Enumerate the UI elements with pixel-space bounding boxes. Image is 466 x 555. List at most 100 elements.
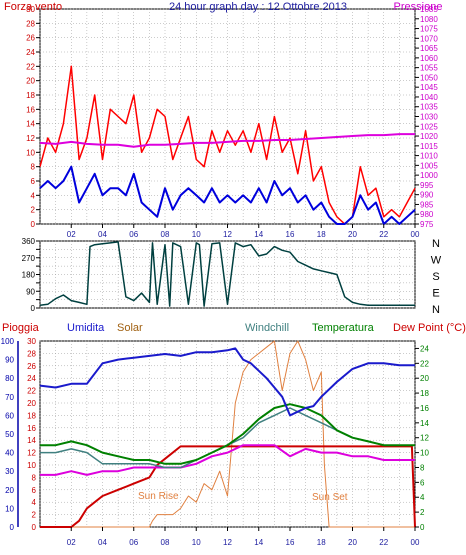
y-tick-label-rain: 6 (32, 486, 37, 495)
y-tick-label-rain: 26 (27, 362, 36, 371)
climate-panel-grid (39, 340, 416, 528)
temperature-label: Temperatura (312, 322, 375, 334)
y-tick-label-temperature: 18 (420, 389, 429, 398)
rain-series (40, 445, 416, 528)
wind-average-series (39, 165, 416, 225)
y-tick-label-temperature: 2 (420, 508, 425, 517)
x-tick-label: 12 (223, 538, 232, 547)
sunrise-annotation: Sun Rise (138, 491, 179, 502)
x-tick-label: 14 (254, 538, 263, 547)
rain-label: Pioggia (2, 322, 40, 334)
compass-label: N (432, 238, 440, 250)
y-tick-label-left: 2 (31, 206, 36, 215)
direction-panel-axes: 0 90 180 270 360 (22, 237, 40, 313)
y-tick-label-right: 1055 (420, 64, 438, 73)
y-tick-label-left: 12 (26, 134, 35, 143)
y-tick-label-right: 980 (420, 210, 434, 219)
y-tick-label-right: 1015 (420, 142, 438, 151)
y-tick-label-rain: 8 (32, 473, 37, 482)
y-tick-label-rain: 22 (27, 387, 36, 396)
y-tick-label-rain: 12 (27, 449, 36, 458)
windchill-label: Windchill (245, 322, 289, 334)
x-tick-label: 12 (223, 230, 232, 239)
solar-label: Solar (117, 322, 143, 334)
y-tick-label-left: 22 (26, 62, 35, 71)
y-tick-label-rain: 0 (32, 523, 37, 532)
y-tick-label-left: 14 (26, 120, 35, 129)
y-tick-label-right: 985 (420, 200, 434, 209)
y-tick-label-left: 28 (26, 19, 35, 28)
y-tick-label-left: 16 (26, 105, 35, 114)
y-tick-label-right: 1025 (420, 122, 438, 131)
y-tick-label-temperature: 16 (420, 404, 429, 413)
y-tick-label-rain: 4 (32, 498, 37, 507)
x-tick-label: 16 (286, 538, 295, 547)
y-tick-label-right: 1030 (420, 113, 438, 122)
y-tick-label-humidity: 10 (5, 504, 14, 513)
x-tick-label: 20 (348, 538, 357, 547)
y-tick-label-direction: 360 (22, 237, 36, 246)
y-tick-label-rain: 2 (32, 511, 37, 520)
y-tick-label-right: 995 (420, 181, 434, 190)
y-tick-label-direction: 0 (31, 304, 36, 313)
y-tick-label-left: 18 (26, 91, 35, 100)
y-tick-label-rain: 30 (27, 337, 36, 346)
pressure-series (39, 133, 415, 148)
y-tick-label-left: 30 (26, 5, 35, 14)
x-tick-label: 22 (379, 230, 388, 239)
dewpoint-label: Dew Point (°C) (393, 322, 466, 334)
compass-label: S (432, 271, 439, 283)
y-tick-label-right: 1035 (420, 103, 438, 112)
x-tick-label: 00 (411, 230, 420, 239)
x-tick-label: 06 (129, 230, 138, 239)
compass-label: E (432, 288, 439, 300)
y-tick-label-right: 1085 (420, 5, 438, 14)
climate-panel-series (39, 340, 416, 528)
y-tick-label-rain: 28 (27, 349, 36, 358)
x-tick-label: 16 (286, 230, 295, 239)
y-tick-label-direction: 180 (22, 271, 36, 280)
y-tick-label-direction: 90 (26, 287, 35, 296)
y-tick-label-rain: 20 (27, 399, 36, 408)
y-tick-label-temperature: 24 (420, 344, 429, 353)
y-tick-label-humidity: 30 (5, 467, 14, 476)
y-tick-label-right: 1065 (420, 44, 438, 53)
x-tick-label: 02 (67, 538, 76, 547)
x-tick-label: 04 (98, 230, 107, 239)
humidity-label: Umidita (67, 322, 105, 334)
x-tick-label: 18 (317, 230, 326, 239)
wind-panel-axes: 0246810121416182022242628309759809859909… (26, 5, 438, 229)
y-tick-label-temperature: 14 (420, 419, 429, 428)
y-tick-label-humidity: 60 (5, 411, 14, 420)
y-tick-label-temperature: 20 (420, 374, 429, 383)
y-tick-label-left: 24 (26, 48, 35, 57)
wind-speed-label: Forza vento (4, 1, 62, 13)
compass-label: N (432, 304, 440, 316)
direction-panel-series (39, 241, 415, 307)
compass-label: W (431, 255, 442, 267)
y-tick-label-left: 20 (26, 77, 35, 86)
y-tick-label-left: 6 (31, 177, 36, 186)
y-tick-label-right: 1005 (420, 161, 438, 170)
y-tick-label-humidity: 80 (5, 374, 14, 383)
x-tick-label: 22 (379, 538, 388, 547)
x-tick-label: 08 (161, 538, 170, 547)
y-tick-label-rain: 10 (27, 461, 36, 470)
y-tick-label-humidity: 70 (5, 393, 14, 402)
y-tick-label-right: 1045 (420, 83, 438, 92)
y-tick-label-rain: 18 (27, 411, 36, 420)
y-tick-label-left: 26 (26, 34, 35, 43)
y-tick-label-humidity: 40 (5, 449, 14, 458)
temperature-series (40, 403, 415, 465)
wind-panel-frame (39, 8, 416, 225)
y-tick-label-right: 1020 (420, 132, 438, 141)
time-axes: 02 04 06 08 10 12 14 16 18 20 22 00 02 04 06 08 10 12 14 16… (67, 224, 420, 547)
y-tick-label-temperature: 0 (420, 523, 425, 532)
wind-direction-series (39, 241, 415, 307)
dewpoint-series (40, 444, 415, 476)
y-tick-label-left: 4 (31, 191, 36, 200)
y-tick-label-temperature: 8 (420, 463, 425, 472)
